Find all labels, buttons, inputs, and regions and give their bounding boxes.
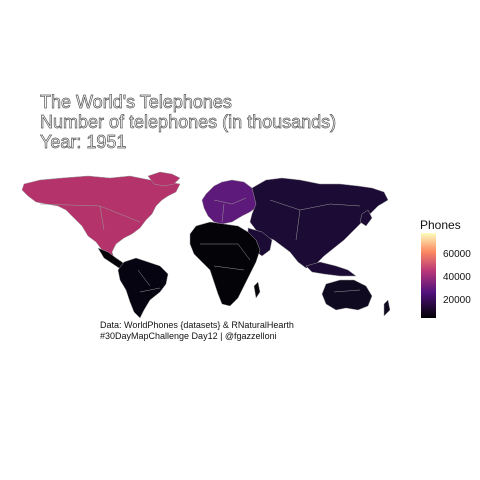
legend-tick-mark <box>436 276 440 277</box>
legend-label-60000: 60000 <box>443 249 471 260</box>
title-line-2: Number of telephones (in thousands) <box>40 112 337 133</box>
legend-title: Phones <box>420 218 461 232</box>
legend-colorbar <box>421 233 436 318</box>
greenland-region <box>147 171 181 187</box>
legend-label-40000: 40000 <box>443 272 471 283</box>
north-america-region <box>21 175 181 259</box>
europe-region <box>201 179 259 225</box>
africa-region <box>189 221 261 307</box>
legend-tick-mark <box>436 253 440 254</box>
caption-line-2: #30DayMapChallenge Day12 | @fgazzelloni <box>100 331 277 341</box>
madagascar-region <box>253 281 261 299</box>
new-zealand-region <box>383 299 391 317</box>
map-caption: Data: WorldPhones {datasets} & RNaturalH… <box>100 320 294 342</box>
indonesia-region <box>305 261 357 277</box>
title-line-1: The World's Telephones <box>40 92 233 113</box>
south-america-region <box>117 257 169 319</box>
australia-region <box>321 279 373 311</box>
legend-label-20000: 20000 <box>443 295 471 306</box>
caption-line-1: Data: WorldPhones {datasets} & RNaturalH… <box>100 320 294 330</box>
country-borders <box>39 197 361 293</box>
map-title: The World's Telephones Number of telepho… <box>40 92 337 153</box>
legend-tick-mark <box>436 299 440 300</box>
japan-region <box>359 209 373 227</box>
title-line-3: Year: 1951 <box>40 132 127 153</box>
